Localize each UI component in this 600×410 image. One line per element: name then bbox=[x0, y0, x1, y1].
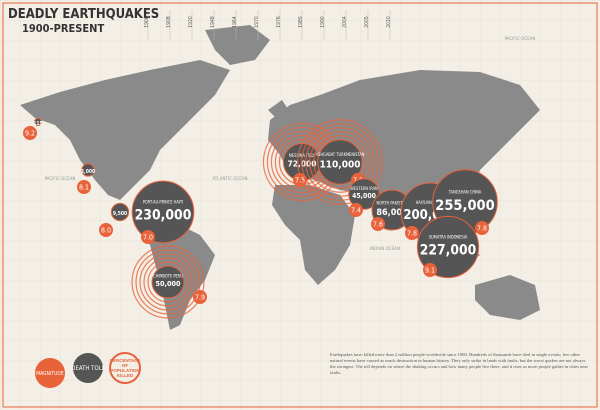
ring bbox=[135, 249, 201, 315]
timeline-year: 1920 bbox=[188, 16, 194, 28]
subtitle: 1900-PRESENT bbox=[22, 22, 104, 35]
magnitude-circle bbox=[349, 203, 363, 217]
magnitude-circle bbox=[475, 221, 489, 235]
ring bbox=[139, 253, 197, 311]
death-circle bbox=[81, 163, 95, 177]
title: DEADLY EARTHQUAKES bbox=[8, 7, 159, 22]
death-label: 115 bbox=[33, 121, 42, 127]
note: Earthquakes have killed more than 2 mill… bbox=[330, 352, 588, 375]
ocean-label: PACIFIC OCEAN bbox=[45, 176, 76, 182]
timeline-year: 1990 bbox=[320, 16, 326, 28]
legend-magnitude bbox=[35, 358, 65, 388]
place-label: CHIMBOTE PERU bbox=[153, 274, 183, 279]
timeline-year: 2010 bbox=[386, 16, 392, 28]
death-label: 45,000 bbox=[352, 192, 377, 200]
death-circle bbox=[110, 202, 130, 222]
death-label: 110,000 bbox=[320, 160, 361, 171]
legend-death bbox=[73, 353, 103, 383]
magnitude-label: 7.4 bbox=[351, 207, 361, 215]
ring bbox=[305, 127, 375, 197]
magnitude-label: 7.8 bbox=[407, 230, 417, 238]
magnitude-circle bbox=[99, 223, 113, 237]
legend-percent bbox=[109, 352, 141, 384]
magnitude-label: 7.6 bbox=[373, 221, 383, 229]
death-label: 230,000 bbox=[135, 208, 192, 224]
legend: MAGNITUDE DEATH TOLL PERCENTAGE OF POPUL… bbox=[35, 352, 141, 388]
place-label: WESTERN IRAN bbox=[350, 186, 378, 191]
magnitude-circle bbox=[193, 290, 207, 304]
place-label: PORT-AU-PRINCE HAITI bbox=[143, 200, 183, 205]
magnitude-circle bbox=[141, 230, 155, 244]
magnitude-label: 7.0 bbox=[143, 234, 153, 242]
ring bbox=[147, 261, 189, 303]
ring bbox=[313, 135, 367, 189]
death-circle bbox=[416, 215, 480, 279]
death-label: 3,000 bbox=[81, 169, 95, 175]
timeline-year: 1964 bbox=[232, 16, 238, 28]
death-label: 227,000 bbox=[420, 243, 477, 259]
magnitude-label: 7.8 bbox=[477, 225, 487, 233]
magnitude-label: 9.2 bbox=[25, 130, 35, 138]
magnitude-circle bbox=[77, 180, 91, 194]
ring bbox=[131, 245, 205, 319]
magnitude-label: 8.0 bbox=[101, 227, 111, 235]
death-circle bbox=[317, 139, 363, 185]
magnitude-circle bbox=[23, 126, 37, 140]
death-circle bbox=[131, 180, 195, 244]
place-label: SUMATRA INDONESIA bbox=[429, 235, 468, 240]
ring bbox=[297, 119, 383, 205]
magnitude-circle bbox=[371, 217, 385, 231]
timeline-year: 1976 bbox=[276, 16, 282, 28]
magnitude-circle bbox=[423, 263, 437, 277]
ring bbox=[143, 257, 193, 307]
ocean-label: ATLANTIC OCEAN bbox=[212, 176, 247, 182]
death-label: 86,000 bbox=[376, 208, 408, 218]
magnitude-circle bbox=[405, 226, 419, 240]
timeline-year: 1970 bbox=[254, 16, 260, 28]
magnitude-label: 8.1 bbox=[79, 184, 89, 192]
timeline-year: 2004 bbox=[342, 16, 348, 28]
timeline-year: 1948 bbox=[210, 16, 216, 28]
death-label: 9,500 bbox=[113, 211, 127, 217]
death-circle bbox=[151, 265, 185, 299]
place-label: ASHGABAT TURKMENISTAN bbox=[316, 152, 365, 157]
legend-label: PERCENTAGE OF POPULATION KILLED bbox=[110, 358, 140, 378]
timeline-year: 1908 bbox=[166, 16, 172, 28]
place-label: NORTH PAKISTAN bbox=[377, 201, 408, 206]
place-label: TANGSHAN CHINA bbox=[448, 189, 482, 194]
ocean-label: PACIFIC OCEAN bbox=[505, 36, 536, 42]
timeline-year: 1906 bbox=[144, 16, 150, 28]
legend-label: MAGNITUDE bbox=[36, 371, 64, 377]
timeline-year: 2005 bbox=[364, 16, 370, 28]
legend-label: DEATH TOLL bbox=[71, 365, 104, 372]
timeline-year: 1985 bbox=[298, 16, 304, 28]
ocean-label: INDIAN OCEAN bbox=[370, 246, 400, 252]
death-label: 50,000 bbox=[156, 279, 181, 288]
death-circle bbox=[33, 117, 43, 127]
magnitude-label: 7.5 bbox=[295, 177, 305, 185]
ring bbox=[301, 123, 379, 201]
place-label: HAIYUAN CHINA bbox=[416, 200, 445, 205]
ring bbox=[309, 131, 371, 193]
magnitude-label: 9.1 bbox=[425, 267, 435, 275]
magnitude-label: 7.9 bbox=[195, 294, 205, 302]
death-label: 255,000 bbox=[435, 198, 494, 214]
